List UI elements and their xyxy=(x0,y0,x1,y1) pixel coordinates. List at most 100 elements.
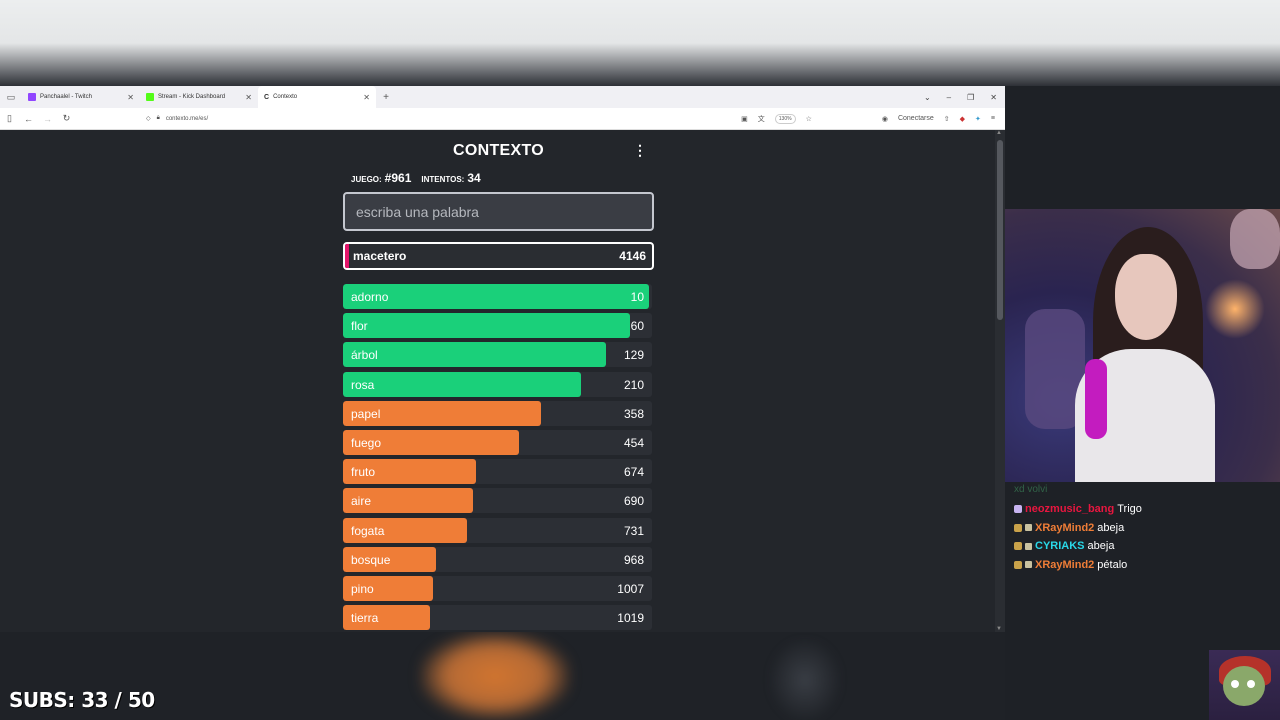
game-number: #961 xyxy=(384,171,412,185)
chat-badge-icon xyxy=(1014,523,1022,532)
sidebar-icon[interactable]: ▯ xyxy=(7,113,12,123)
extensions-icon[interactable]: ⇧ xyxy=(943,115,950,123)
guess-rank: 210 xyxy=(623,377,644,392)
extension-red-icon[interactable]: ◆ xyxy=(959,115,966,123)
chat-username[interactable]: neozmusic_bang xyxy=(1025,503,1115,516)
guess-row: flor 60 xyxy=(343,313,652,339)
guess-row: pino 1007 xyxy=(343,575,652,601)
guess-proximity-bar xyxy=(343,488,473,514)
chat-message: XRayMind2 abeja xyxy=(1010,519,1280,538)
zoom-level[interactable]: 130% xyxy=(774,113,796,124)
chat-username[interactable]: XRayMind2 xyxy=(1035,521,1095,534)
zombie-eye xyxy=(1231,680,1239,688)
chevron-down-icon[interactable]: ⌄ xyxy=(923,92,931,102)
guess-proximity-bar xyxy=(343,429,520,455)
chat-text: pétalo xyxy=(1097,558,1128,571)
page-title: CONTEXTO xyxy=(452,142,544,159)
restore-icon[interactable]: ❐ xyxy=(967,92,975,102)
guess-proximity-bar xyxy=(343,313,631,339)
guess-rank: 10 xyxy=(630,290,644,304)
guess-row: fogata 731 xyxy=(343,517,652,543)
close-tab-icon[interactable]: ✕ xyxy=(127,92,134,102)
extension-blue-icon[interactable]: ✦ xyxy=(975,115,981,123)
translate-icon[interactable]: 文 xyxy=(757,115,765,123)
last-guess-rank: 4146 xyxy=(619,249,646,263)
guess-rank: 1007 xyxy=(617,581,644,596)
guess-row: fuego 454 xyxy=(343,429,652,455)
tab-contexto[interactable]: C Contexto ✕ xyxy=(258,86,376,108)
attempts-label: INTENTOS: xyxy=(421,175,465,184)
guess-row: adorno 10 xyxy=(343,284,652,309)
zombie-eye xyxy=(1247,680,1255,688)
guess-row: árbol 129 xyxy=(343,342,652,368)
forward-icon[interactable]: → xyxy=(43,113,52,124)
last-guess-word: macetero xyxy=(353,249,407,263)
guess-word: fogata xyxy=(351,523,385,538)
blurred-backdrop-shape xyxy=(770,640,840,720)
guess-word: aire xyxy=(351,494,372,509)
guess-word: rosa xyxy=(351,377,375,392)
chat-message: XRayMind2 pétalo xyxy=(1010,556,1280,575)
guess-proximity-bar xyxy=(343,605,430,631)
reader-icon[interactable]: ▣ xyxy=(741,115,748,123)
scrollbar-thumb[interactable] xyxy=(997,140,1003,320)
tab-label: Contexto xyxy=(273,94,298,100)
star-icon[interactable]: ☆ xyxy=(805,115,812,123)
guess-rank: 1019 xyxy=(617,611,644,626)
blurred-backdrop-glow xyxy=(420,632,570,720)
url-text[interactable]: contexto.me/es/ xyxy=(165,115,209,122)
webcam-microphone xyxy=(1085,359,1107,439)
scroll-up-icon[interactable]: ▲ xyxy=(996,130,1002,136)
reload-icon[interactable]: ↻ xyxy=(62,113,71,123)
guess-proximity-bar xyxy=(343,459,476,485)
guess-word: árbol xyxy=(351,348,378,363)
scroll-down-icon[interactable]: ▼ xyxy=(996,626,1002,632)
attempts-count: 34 xyxy=(467,171,481,185)
kebab-menu-icon[interactable]: ⋮ xyxy=(633,142,647,158)
guess-word: bosque xyxy=(351,552,391,567)
contexto-page: CONTEXTO ⋮ JUEGO: #961 INTENTOS: 34 mace… xyxy=(0,130,995,632)
tab-twitch[interactable]: Panchaalel - Twitch ✕ xyxy=(22,86,140,108)
guess-word: fuego xyxy=(351,435,382,450)
chat-message: neozmusic_bang Trigo xyxy=(1010,500,1280,519)
guess-rank: 674 xyxy=(623,465,644,480)
guess-row: tierra 1019 xyxy=(343,605,652,631)
word-input[interactable] xyxy=(343,192,654,231)
close-window-icon[interactable]: ✕ xyxy=(990,92,997,102)
guess-word: tierra xyxy=(351,611,379,626)
page-scrollbar[interactable]: ▲ ▼ xyxy=(995,130,1005,632)
webcam-face xyxy=(1115,254,1177,340)
chat-username[interactable]: XRayMind2 xyxy=(1035,558,1095,571)
tab-list-icon[interactable]: ▭ xyxy=(6,91,16,102)
chat-text: abeja xyxy=(1097,521,1125,534)
guess-proximity-bar xyxy=(343,342,606,368)
guess-proximity-bar xyxy=(343,371,581,397)
tab-bar: ▭ Panchaalel - Twitch ✕ Stream - Kick Da… xyxy=(0,86,1005,108)
account-label[interactable]: Conectarse xyxy=(897,115,934,122)
menu-icon[interactable]: ≡ xyxy=(990,115,995,122)
new-tab-button[interactable]: + xyxy=(383,91,389,103)
guess-proximity-bar xyxy=(343,400,541,426)
guess-proximity-bar xyxy=(343,517,467,543)
chat-username[interactable]: CYRIAKS xyxy=(1035,540,1085,553)
contexto-favicon-icon: C xyxy=(264,93,270,101)
guess-row: aire 690 xyxy=(343,488,652,514)
back-icon[interactable]: ← xyxy=(24,113,33,124)
chat-badge-icon xyxy=(1014,505,1022,514)
webcam-lamp xyxy=(1205,279,1265,339)
browser-window: ▭ Panchaalel - Twitch ✕ Stream - Kick Da… xyxy=(0,86,1005,632)
zombie-mascot-image xyxy=(1209,650,1280,720)
guess-proximity-bar xyxy=(343,546,436,572)
close-tab-icon[interactable]: ✕ xyxy=(245,92,252,102)
sub-badge-icon xyxy=(1025,542,1032,550)
toolbar-right: ▣ 文 130% ☆ ◉ Conectarse ⇧ ◆ ✦ ≡ xyxy=(741,113,1005,124)
shield-icon: ◇ xyxy=(146,116,151,122)
guess-word: adorno xyxy=(351,290,389,304)
account-icon[interactable]: ◉ xyxy=(881,115,888,123)
chat-badge-icon xyxy=(1014,542,1022,551)
tab-kick[interactable]: Stream - Kick Dashboard ✕ xyxy=(140,86,258,108)
subs-counter: SUBS: 33 / 50 xyxy=(9,688,155,712)
minimize-icon[interactable]: – xyxy=(946,92,952,102)
close-tab-icon[interactable]: ✕ xyxy=(363,92,370,102)
address-bar[interactable]: ◇ 🔒︎ contexto.me/es/ xyxy=(146,115,208,122)
